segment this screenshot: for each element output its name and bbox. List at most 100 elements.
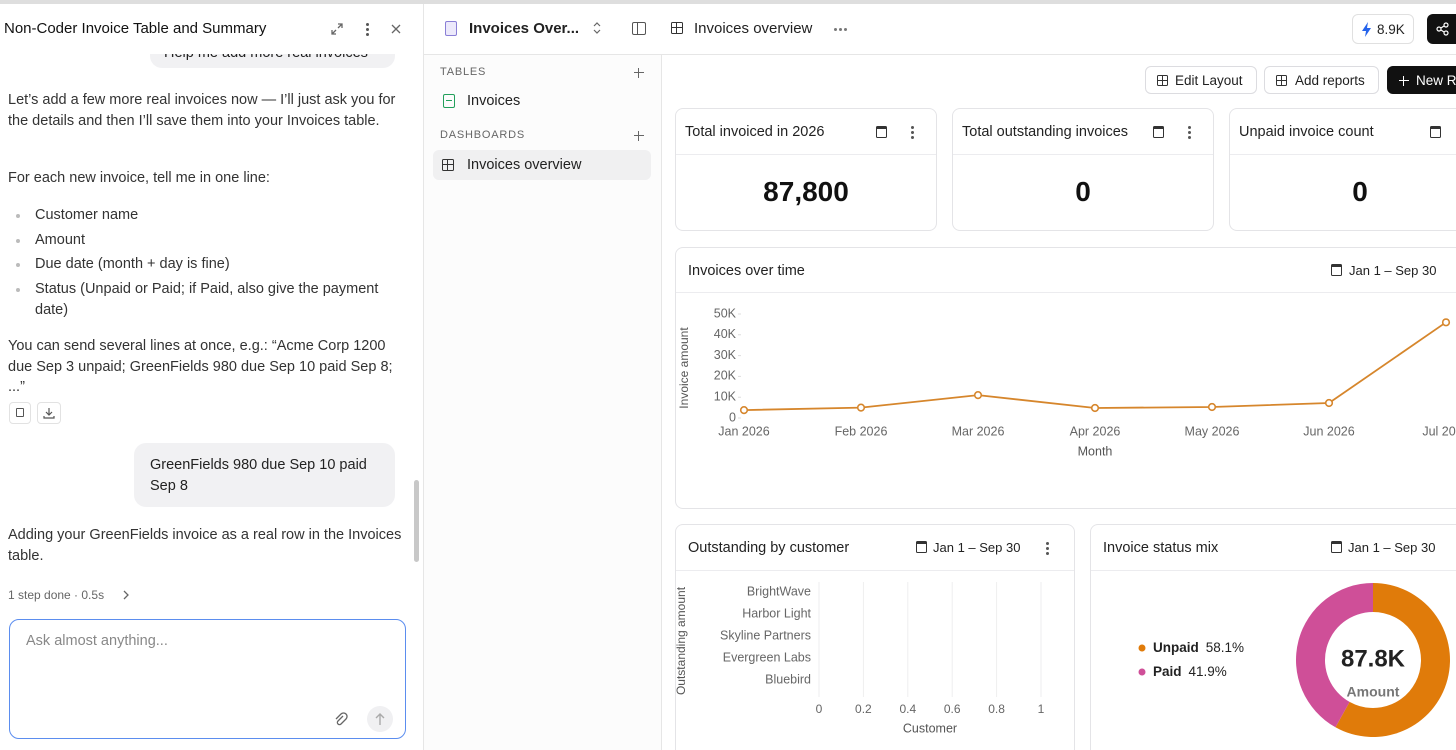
line-chart: 0 10K 20K 30K 40K 50K Jan 2026 Feb 2026 Mar 2026…: [677, 306, 1456, 458]
updown-icon[interactable]: [592, 21, 602, 35]
slice: [1335, 583, 1450, 737]
point: [1324, 398, 1334, 408]
bar-chart: 0 0.2 0.4 0.6 0.8 1 BrightWave Harbor Light Skyl…: [676, 582, 1045, 735]
download-button[interactable]: [37, 402, 61, 424]
calendar-icon[interactable]: [1430, 126, 1441, 138]
card-menu[interactable]: [911, 131, 914, 134]
legend-swatch: [1138, 668, 1146, 676]
kpi-value: 87,800: [763, 176, 849, 207]
edit-layout-button[interactable]: Edit Layout: [1145, 66, 1257, 94]
point: [739, 405, 749, 415]
chat-input[interactable]: Ask almost anything...: [9, 619, 406, 739]
send-button[interactable]: [367, 706, 393, 732]
sidebar-item: Invoices overview: [467, 157, 582, 173]
legend-value: 58.1%: [1206, 640, 1244, 655]
date-range[interactable]: Jan 1 – Sep 30: [1348, 540, 1436, 555]
expand-icon[interactable]: [330, 22, 344, 36]
card-menu[interactable]: [1188, 131, 1191, 134]
x-tick-label: Jun 2026: [1303, 424, 1354, 438]
bullet: [16, 239, 20, 243]
y-tick-label: 0: [729, 410, 736, 424]
x-axis-label: Month: [1078, 444, 1113, 458]
x-tick-label: 0: [816, 702, 823, 716]
card-menu[interactable]: [1046, 547, 1049, 550]
divider: [676, 292, 1456, 293]
y-tick-label: 30K: [714, 348, 737, 362]
chat-menu[interactable]: [366, 28, 369, 31]
kpi-card: Total invoiced in 2026 87,800: [675, 108, 937, 231]
tab-menu[interactable]: [839, 28, 842, 31]
y-tick-label: BrightWave: [747, 584, 811, 598]
y-tick-label: 40K: [714, 327, 737, 341]
calendar-icon[interactable]: [916, 541, 927, 553]
button-icon: [1157, 75, 1168, 86]
pie-chart: Unpaid 58.1% Paid 41.9% 87.8K Amount: [1138, 583, 1450, 737]
user-bubble: GreenFields 980 due Sep 10 paid Sep 8: [134, 443, 395, 507]
credits-button[interactable]: 8.9K: [1352, 14, 1414, 44]
step-status[interactable]: 1 step done · 0.5s: [8, 588, 105, 602]
y-tick-label: Bluebird: [765, 672, 811, 686]
kpi-card: Total outstanding invoices 0: [952, 108, 1214, 231]
chat-title: Non-Coder Invoice Table and Summary: [4, 20, 267, 37]
scrollbar-thumb[interactable]: [414, 480, 419, 562]
share-icon: [1436, 22, 1449, 36]
close-icon[interactable]: [390, 23, 402, 35]
list-item: Status (Unpaid or Paid; if Paid, also gi…: [35, 281, 379, 318]
x-tick-label: Jan 2026: [718, 424, 769, 438]
legend-entry: Paid 41.9%: [1153, 664, 1227, 679]
y-tick-label: Harbor Light: [742, 606, 811, 620]
button-label: Edit Layout: [1175, 73, 1243, 88]
calendar-icon[interactable]: [1153, 126, 1164, 138]
pie-chart-card: Invoice status mix Jan 1 – Sep 30 Unpaid…: [1090, 524, 1456, 750]
add-table[interactable]: [634, 68, 644, 78]
list-item: Customer name: [35, 207, 139, 223]
attach-icon[interactable]: [332, 711, 348, 727]
kpi-card: Unpaid invoice count 0: [1229, 108, 1456, 231]
tab-title[interactable]: Invoices overview: [694, 20, 813, 37]
sidebar-item[interactable]: Invoices: [467, 93, 521, 109]
kpi-title: Total outstanding invoices: [962, 124, 1129, 140]
date-range[interactable]: Jan 1 – Sep 30: [1349, 263, 1437, 278]
send-icon: [375, 713, 385, 725]
section-heading: DASHBOARDS: [440, 129, 526, 141]
x-tick-label: 0.4: [899, 702, 916, 716]
divider: [676, 570, 1074, 571]
sidebar-item-active[interactable]: Invoices overview: [433, 150, 651, 180]
x-tick-label: Jul 2026: [1422, 424, 1456, 438]
center-sublabel: Amount: [1347, 684, 1400, 700]
dashboard-icon: [442, 159, 454, 171]
x-axis-label: Customer: [903, 721, 957, 735]
workspace-title[interactable]: Invoices Over...: [469, 20, 580, 37]
copy-button[interactable]: [9, 402, 31, 424]
list-item: Amount: [35, 232, 85, 248]
calendar-icon[interactable]: [1331, 264, 1342, 276]
share-button[interactable]: [1427, 14, 1456, 44]
y-axis-label: Outstanding amount: [676, 586, 688, 695]
button-label: Add reports: [1295, 73, 1365, 88]
workspace-header: Invoices Over... Invoices overview 8.9K: [424, 4, 1456, 55]
download-icon: [43, 408, 55, 419]
legend-swatch: [1138, 644, 1146, 652]
calendar-icon[interactable]: [876, 126, 887, 138]
date-range[interactable]: Jan 1 – Sep 30: [933, 540, 1021, 555]
bullet: [16, 263, 20, 267]
add-reports-button[interactable]: Add reports: [1264, 66, 1379, 94]
tab-icon: [671, 22, 683, 34]
calendar-icon[interactable]: [1331, 541, 1342, 553]
panel-toggle[interactable]: [632, 22, 646, 35]
x-tick-label: 0.8: [988, 702, 1005, 716]
x-tick-label: 0.6: [944, 702, 961, 716]
kpi-value: 0: [1352, 176, 1368, 207]
bullet: [16, 288, 20, 292]
button-icon: [1399, 76, 1409, 86]
y-tick-label: Evergreen Labs: [723, 650, 811, 664]
chat-header: Non-Coder Invoice Table and Summary: [0, 4, 423, 54]
chart-title: Invoices over time: [688, 263, 805, 279]
y-tick-label: 20K: [714, 369, 737, 383]
section-heading: TABLES: [440, 66, 487, 78]
add-dashboard[interactable]: [634, 131, 644, 141]
workspace-icon: [445, 21, 457, 36]
bullet: [16, 214, 20, 218]
new-report-button[interactable]: New Report: [1387, 66, 1456, 94]
